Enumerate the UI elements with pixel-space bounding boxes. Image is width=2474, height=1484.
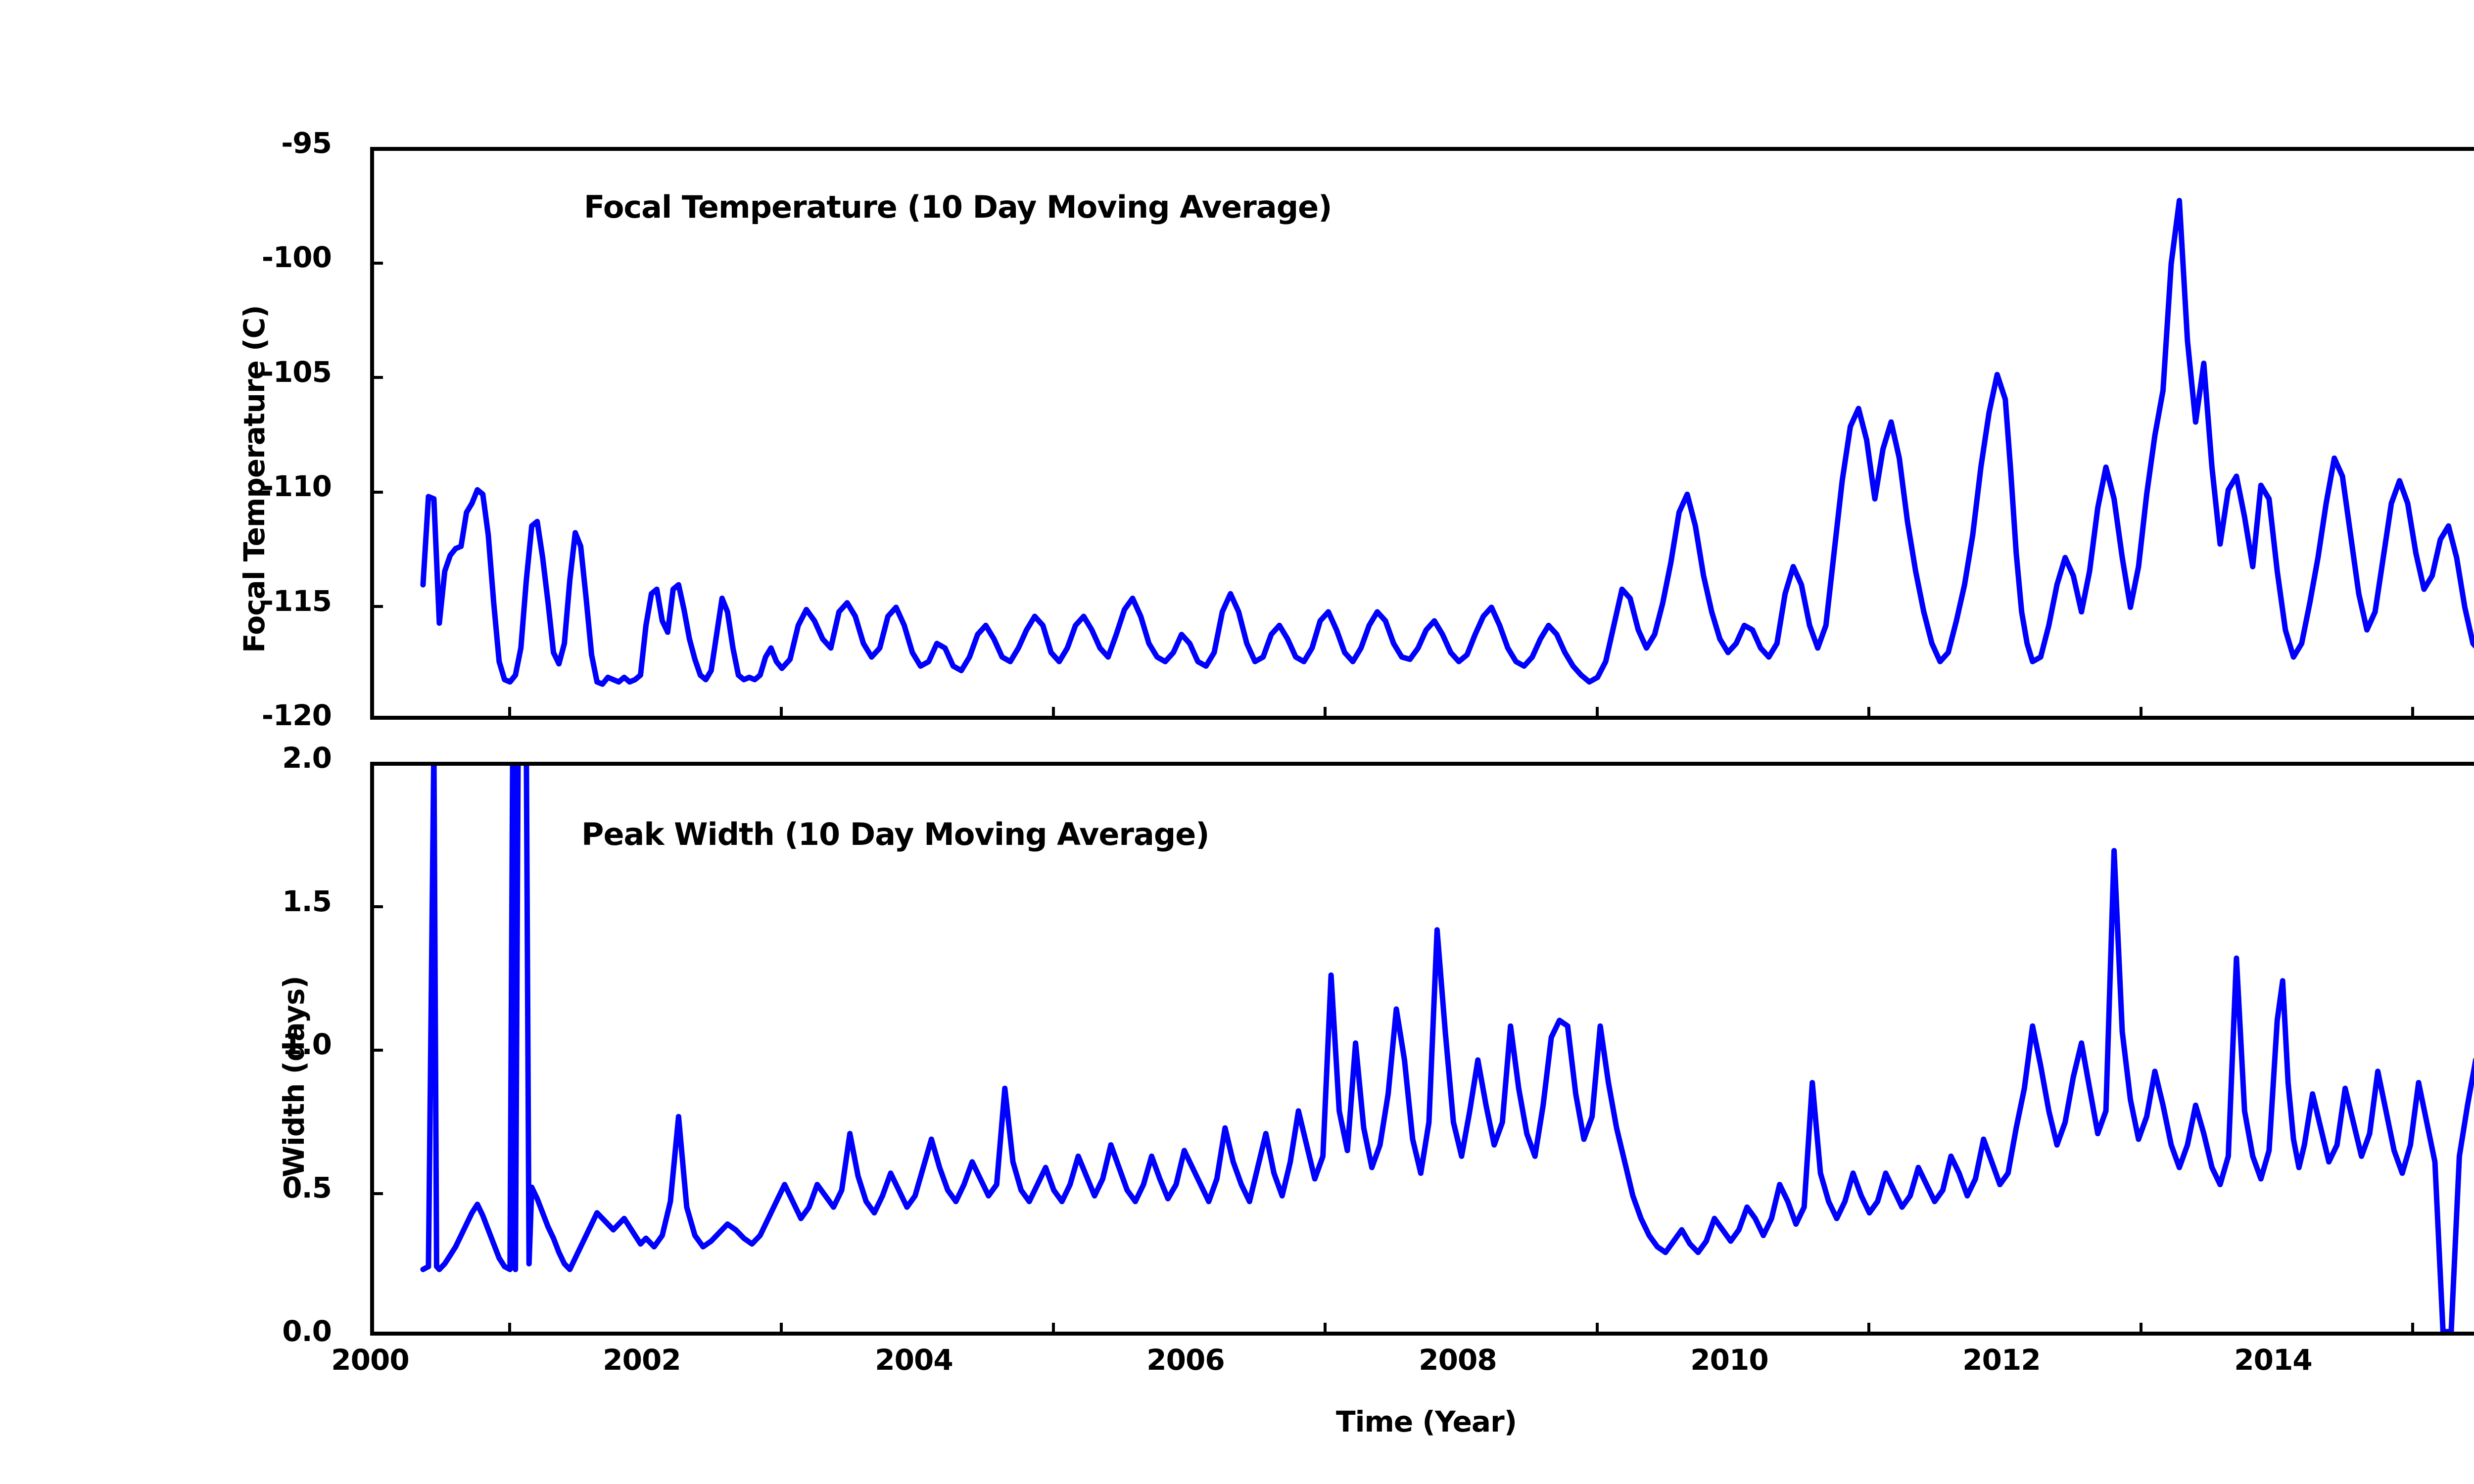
ytick-top-5: -120 xyxy=(261,698,332,732)
xtick-2012: 2012 xyxy=(1962,1343,2041,1377)
ytickmark-bottom-1 xyxy=(370,905,383,908)
xtick-2008: 2008 xyxy=(1419,1343,1497,1377)
ytick-bottom-4: 0.0 xyxy=(282,1314,332,1348)
ytick-top-2: -105 xyxy=(261,355,332,389)
ytick-bottom-0: 2.0 xyxy=(282,741,332,775)
panel-peak-width xyxy=(370,762,2474,1336)
xtick-2010: 2010 xyxy=(1690,1343,1768,1377)
xtickmark-top-1 xyxy=(508,707,511,720)
yaxis-label-focal-temperature: Focal Temperature (C) xyxy=(238,305,271,653)
ytickmark-top-2 xyxy=(370,376,383,379)
ytick-bottom-1: 1.5 xyxy=(282,884,332,918)
xtickmark-top-3 xyxy=(1052,707,1055,720)
xtickmark-top-7 xyxy=(2140,707,2142,720)
ytick-top-3: -110 xyxy=(261,469,332,503)
ytickmark-bottom-2 xyxy=(370,1049,383,1052)
xtickmark-bottom-6 xyxy=(1867,1323,1870,1336)
panel-title-peak-width: Peak Width (10 Day Moving Average) xyxy=(581,816,1210,852)
peak-width-plot xyxy=(420,766,2474,1332)
ytick-top-1: -100 xyxy=(261,240,332,274)
xtick-2016: 2016 xyxy=(2471,1343,2474,1377)
xtickmark-top-8 xyxy=(2411,707,2414,720)
ytick-top-4: -115 xyxy=(261,584,332,618)
xtickmark-bottom-7 xyxy=(2140,1323,2142,1336)
yaxis-label-peak-width: Width (days) xyxy=(277,976,311,1177)
xtickmark-top-4 xyxy=(1324,707,1327,720)
xaxis-label: Time (Year) xyxy=(1336,1405,1517,1438)
ytick-top-0: -95 xyxy=(281,126,332,160)
ytickmark-top-4 xyxy=(370,605,383,608)
panel-focal-temperature xyxy=(370,147,2474,720)
xtickmark-bottom-5 xyxy=(1596,1323,1599,1336)
xtick-2004: 2004 xyxy=(875,1343,953,1377)
ytick-bottom-2: 1.0 xyxy=(282,1027,332,1061)
focal-temperature-plot xyxy=(420,198,2474,687)
focal-temperature-line xyxy=(420,198,2474,687)
panel-title-focal-temperature: Focal Temperature (10 Day Moving Average… xyxy=(584,189,1332,225)
xtickmark-bottom-3 xyxy=(1052,1323,1055,1336)
peak-width-line xyxy=(420,766,2474,1332)
xtickmark-bottom-1 xyxy=(508,1323,511,1336)
xtickmark-bottom-2 xyxy=(780,1323,783,1336)
ytickmark-bottom-3 xyxy=(370,1192,383,1195)
xtick-2000: 2000 xyxy=(331,1343,409,1377)
xtick-2006: 2006 xyxy=(1146,1343,1225,1377)
xtickmark-top-6 xyxy=(1867,707,1870,720)
ytickmark-top-3 xyxy=(370,491,383,494)
ytick-bottom-3: 0.5 xyxy=(282,1171,332,1205)
xtickmark-bottom-4 xyxy=(1324,1323,1327,1336)
xtick-2002: 2002 xyxy=(603,1343,681,1377)
xtickmark-bottom-8 xyxy=(2411,1323,2414,1336)
xtick-2014: 2014 xyxy=(2234,1343,2312,1377)
xtickmark-top-2 xyxy=(780,707,783,720)
xtickmark-top-5 xyxy=(1596,707,1599,720)
ytickmark-top-1 xyxy=(370,262,383,265)
